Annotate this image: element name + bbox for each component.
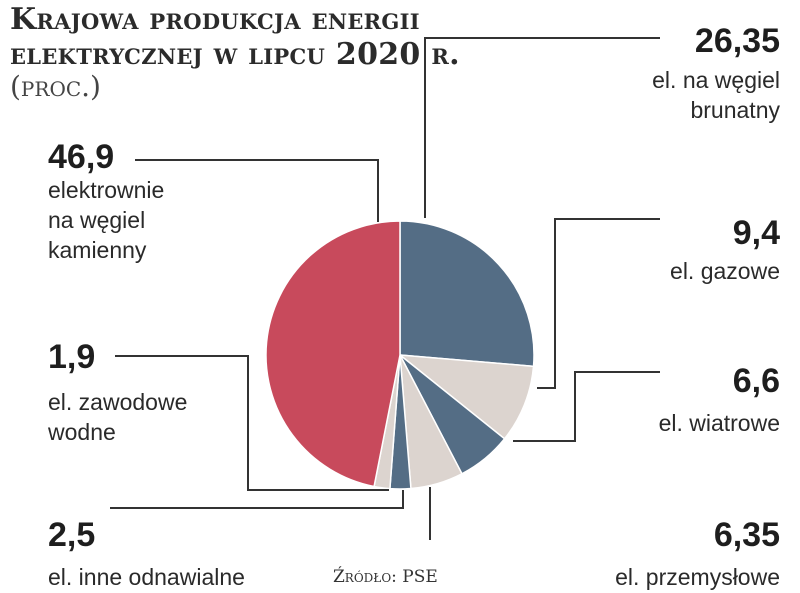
slice-value-1: 9,4	[733, 214, 780, 252]
slice-value-5: 1,9	[48, 338, 95, 376]
slice-label-4-line-0: el. inne odnawialne	[48, 564, 245, 590]
slice-value-4: 2,5	[48, 516, 95, 554]
chart-title-line-1: Krajowa produkcja energii	[10, 2, 420, 37]
slice-label-2-line-0: el. wiatrowe	[659, 410, 780, 436]
pie-slice-6	[265, 220, 401, 488]
slice-labels: 26,35 el. na węgiel brunatny 9,4 el. gazowe 6…	[47, 22, 780, 590]
pie-slices	[265, 220, 535, 490]
leader-line-0	[424, 37, 660, 218]
chart-title-line-2: elektrycznej w lipcu 2020 r.	[10, 37, 460, 72]
leader-line-6	[135, 159, 379, 222]
leader-lines	[110, 37, 660, 540]
chart-subtitle: (proc.)	[10, 70, 101, 103]
slice-value-2: 6,6	[733, 362, 780, 400]
slice-label-0-line-0: el. na węgiel	[652, 67, 780, 93]
slice-value-3: 6,35	[714, 516, 780, 554]
leader-line-2	[513, 371, 660, 442]
slice-label-5-line-0: el. zawodowe	[48, 389, 187, 415]
slice-value-6: 46,9	[48, 138, 114, 176]
chart-title: Krajowa produkcja energii elektrycznej w…	[10, 2, 460, 72]
slice-label-5-line-1: wodne	[47, 419, 116, 445]
slice-label-6-line-2: kamienny	[48, 237, 147, 263]
slice-value-0: 26,35	[695, 22, 780, 60]
slice-label-6-line-0: elektrownie	[48, 177, 164, 203]
leader-line-1	[537, 218, 660, 389]
slice-label-0-line-1: brunatny	[690, 97, 780, 123]
source-note: Źródło: PSE	[333, 567, 438, 587]
slice-label-1-line-0: el. gazowe	[670, 258, 780, 284]
pie-slice-0	[399, 220, 535, 368]
leader-line-4	[110, 490, 404, 509]
slice-label-6-line-1: na węgiel	[48, 207, 145, 233]
pie-slice-1	[397, 354, 535, 440]
slice-label-3-line-0: el. przemysłowe	[615, 564, 780, 590]
leader-line-5	[115, 355, 389, 491]
